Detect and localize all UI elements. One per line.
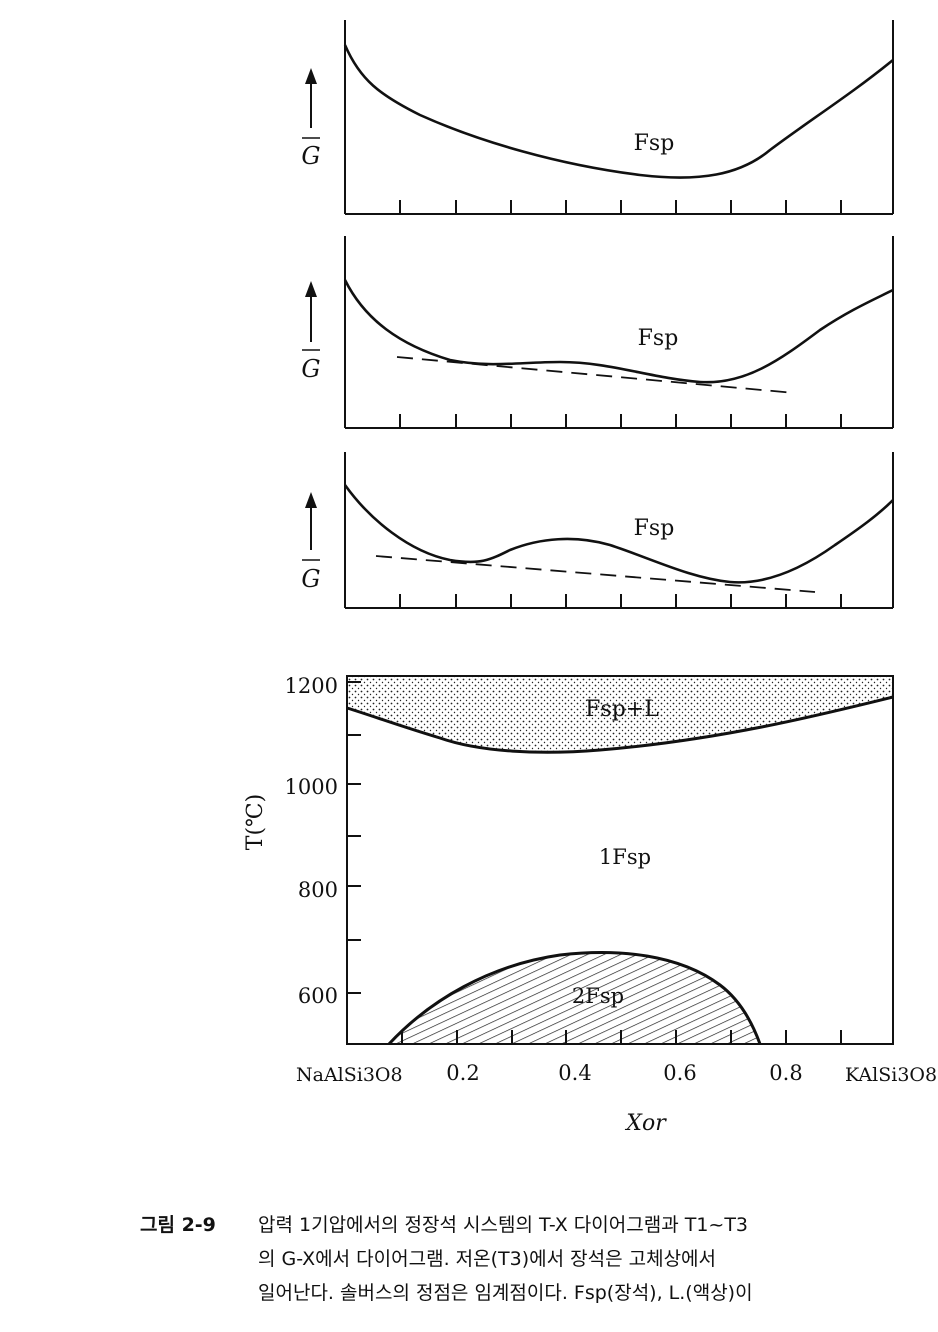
caption-line-2: 의 G-X에서 다이어그램. 저온(T3)에서 장석은 고체상에서 <box>258 1248 717 1270</box>
solvus-curve <box>387 951 762 1046</box>
fsp-plus-liquid-region <box>347 676 893 753</box>
panel-1-gbar-label: G <box>301 142 320 170</box>
right-endmember-label: KAlSi3O8 <box>845 1064 937 1086</box>
panel-1-ticks <box>399 200 842 214</box>
panel-3-g-arrow <box>302 492 320 561</box>
gibbs-panel-1: G Fsp <box>301 20 894 215</box>
caption-line-3: 일어난다. 솔버스의 정점은 임계점이다. Fsp(장석), L.(액상)이 <box>258 1282 753 1304</box>
panel-1-g-arrow <box>302 68 320 139</box>
phase-diagram: 1200 1000 800 600 T(℃) 0.2 0.4 0.6 0.8 N… <box>243 674 937 1136</box>
x-tick-label: 0.6 <box>663 1061 696 1085</box>
y-axis-ticks <box>347 681 361 994</box>
panel-3-gibbs-curve <box>343 484 894 584</box>
panel-3-phase-label: Fsp <box>634 516 675 541</box>
y-tick-label: 600 <box>298 984 338 1008</box>
solidus-curve <box>346 695 894 754</box>
panel-1-gibbs-curve <box>343 44 894 179</box>
panel-1-phase-label: Fsp <box>634 131 675 156</box>
y-axis-label: T(℃) <box>243 794 268 850</box>
y-tick-label: 1200 <box>285 674 338 698</box>
one-feldspar-label: 1Fsp <box>599 845 651 869</box>
left-endmember-label: NaAlSi3O8 <box>296 1064 403 1086</box>
gibbs-panel-3: G Fsp <box>301 452 894 609</box>
y-tick-label: 1000 <box>285 775 338 799</box>
panel-3-gbar-label: G <box>301 565 320 593</box>
two-feldspar-label: 2Fsp <box>572 984 624 1008</box>
y-tick-label: 800 <box>298 878 338 902</box>
panel-2-g-arrow <box>302 281 320 351</box>
figure: G Fsp G Fsp <box>243 20 937 1136</box>
panel-2-gbar-label: G <box>301 355 320 383</box>
x-tick-label: 0.8 <box>769 1061 802 1085</box>
x-tick-label: 0.4 <box>558 1061 591 1085</box>
panel-2-ticks <box>399 414 842 428</box>
panel-2-gibbs-curve <box>343 279 894 384</box>
panel-3-ticks <box>399 594 842 608</box>
caption-line-1: 압력 1기압에서의 정장석 시스템의 T-X 다이어그램과 T1~T3 <box>258 1214 749 1236</box>
x-axis-label: Xor <box>624 1111 667 1136</box>
panel-2-common-tangent <box>396 356 796 394</box>
figure-number: 그림 2-9 <box>140 1214 216 1236</box>
gibbs-panel-2: G Fsp <box>301 236 894 429</box>
two-feldspar-region <box>389 952 760 1044</box>
panel-2-phase-label: Fsp <box>638 326 679 351</box>
fsp-plus-liquid-label: Fsp+L <box>585 697 659 722</box>
panel-3-common-tangent <box>375 555 816 593</box>
x-tick-label: 0.2 <box>446 1061 479 1085</box>
x-axis-ticks <box>401 1030 842 1044</box>
